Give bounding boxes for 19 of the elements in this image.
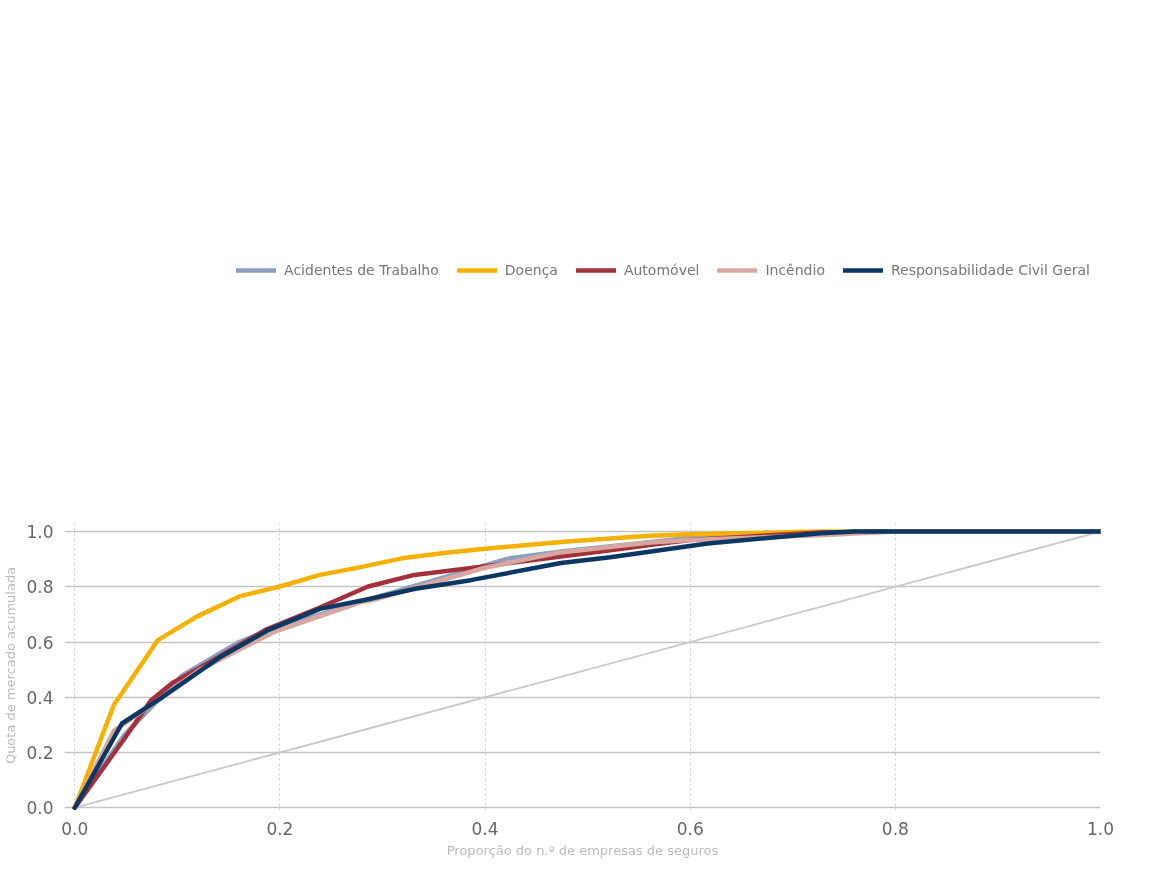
legend-label: Incêndio bbox=[765, 262, 825, 278]
y-tick-label: 0.2 bbox=[26, 743, 54, 763]
x-tick-label: 0.6 bbox=[676, 818, 704, 839]
x-tick-label: 0.4 bbox=[471, 818, 499, 839]
y-tick-label: 0.4 bbox=[26, 687, 54, 708]
y-axis-title: Quota de mercado acumulada bbox=[3, 566, 19, 765]
legend-label: Acidentes de Trabalho bbox=[284, 262, 439, 278]
legend-label: Responsabilidade Civil Geral bbox=[890, 262, 1090, 278]
y-tick-label: 0.0 bbox=[26, 798, 54, 819]
x-tick-label: 0.8 bbox=[881, 818, 909, 839]
y-tick-label: 0.6 bbox=[26, 632, 54, 653]
legend-label: Doença bbox=[504, 262, 558, 278]
x-axis-title: Proporção do n.º de empresas de seguros bbox=[446, 842, 719, 858]
legend-label: Automóvel bbox=[623, 262, 700, 278]
x-tick-label: 0.2 bbox=[266, 818, 294, 839]
x-tick-label: 1.0 bbox=[1086, 818, 1115, 839]
y-tick-label: 1.0 bbox=[26, 522, 54, 543]
x-tick-label: 0.0 bbox=[61, 818, 89, 839]
y-tick-label: 0.8 bbox=[26, 577, 54, 598]
